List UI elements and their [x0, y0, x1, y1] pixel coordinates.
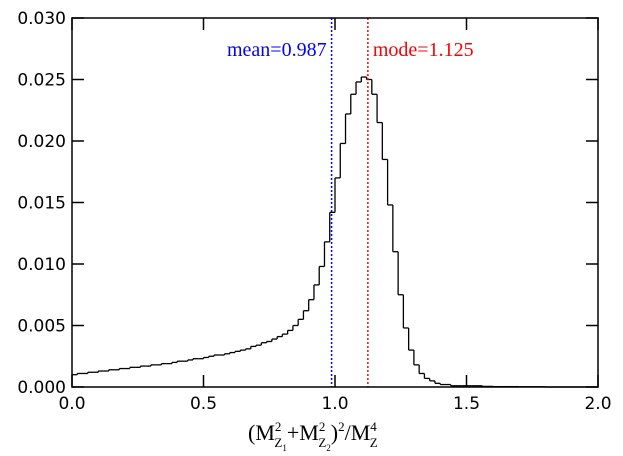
x-axis-label-part: 2 [275, 419, 282, 434]
x-tick-label: 0.5 [190, 394, 217, 414]
step-connector [76, 77, 547, 387]
annotation: mean=0.987 [227, 39, 327, 61]
x-axis-label: (M2 Z1+M2 Z2)2/M4 Z [248, 419, 378, 453]
x-axis-label-part: Z [318, 435, 326, 450]
x-tick-label: 1.0 [321, 394, 348, 414]
y-tick-label: 0.025 [17, 71, 66, 91]
y-tick-label: 0.005 [17, 317, 66, 337]
x-axis-label-part: (M [248, 420, 275, 445]
y-tick-label: 0.000 [17, 378, 66, 398]
plot-frame [71, 17, 599, 388]
annotation: mode=1.125 [373, 39, 474, 61]
y-tick-label: 0.030 [17, 9, 66, 29]
y-tick-label: 0.010 [17, 255, 66, 275]
x-axis-label-part: 2 [326, 443, 331, 453]
x-tick-label: 1.5 [453, 394, 480, 414]
x-axis-label-part: +M [287, 420, 319, 445]
x-tick-label: 2.0 [584, 394, 611, 414]
x-axis-label-part: Z [274, 435, 282, 450]
x-axis-label-part: 1 [282, 443, 287, 453]
x-axis-label-part: 2 [319, 419, 326, 434]
y-tick-label: 0.020 [17, 132, 66, 152]
x-axis-label-part: Z [370, 435, 378, 450]
y-tick-label: 0.015 [17, 194, 66, 214]
x-axis-label-part: 2 [338, 419, 345, 434]
x-axis-label-part: 4 [370, 419, 377, 434]
x-axis-label-part: /M [345, 420, 371, 445]
x-axis-label-part: ) [331, 420, 338, 445]
x-tick-label: 0.0 [58, 394, 85, 414]
